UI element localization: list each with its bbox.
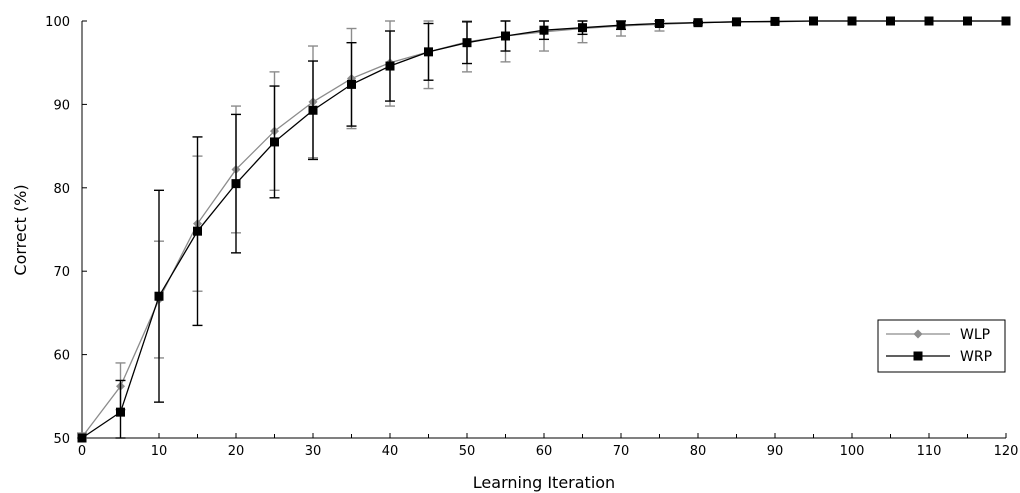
x-tick-label: 40	[382, 444, 399, 459]
data-point-wrp	[308, 105, 318, 115]
data-point-wrp	[231, 179, 241, 189]
data-point-wrp	[462, 38, 472, 48]
data-point-wrp	[501, 31, 510, 41]
series-layer	[77, 16, 1011, 443]
data-point-wrp	[347, 79, 356, 89]
data-point-wrp	[578, 23, 587, 33]
x-axis-title: Learning Iteration	[473, 473, 615, 492]
series-wlp	[77, 16, 1011, 442]
data-point-wrp	[732, 17, 741, 27]
legend-marker-wrp	[913, 351, 923, 361]
legend-marker-wlp	[913, 329, 923, 339]
x-tick-label: 20	[228, 444, 245, 459]
x-tick-label: 100	[840, 444, 865, 459]
data-point-wrp	[116, 407, 125, 417]
y-tick-label: 70	[53, 265, 70, 280]
x-tick-label: 90	[767, 444, 784, 459]
legend-entry-wrp: WRP	[886, 349, 992, 365]
data-point-wrp	[655, 19, 664, 29]
data-point-wrp	[385, 61, 395, 71]
x-tick-label: 80	[690, 444, 707, 459]
data-point-wrp	[424, 47, 433, 57]
data-point-wrp	[770, 16, 780, 26]
data-point-wrp	[847, 16, 857, 26]
data-point-wrp	[1001, 16, 1011, 26]
x-tick-label: 50	[459, 444, 476, 459]
x-tick-label: 60	[536, 444, 553, 459]
series-wrp	[77, 16, 1011, 443]
data-point-wrp	[539, 25, 549, 35]
y-axis-title: Correct (%)	[11, 184, 30, 275]
y-tick-label: 80	[53, 182, 70, 197]
plot-area: 0 10 20 30 40 50 60 70 80 90 100 110 120 50 60 70 80 90 1…	[45, 15, 1018, 459]
x-tick-label: 30	[305, 444, 322, 459]
data-point-wrp	[809, 16, 818, 26]
data-point-wrp	[77, 433, 87, 443]
data-point-wrp	[886, 16, 895, 26]
x-tick-label: 110	[917, 444, 942, 459]
y-tick-label: 90	[53, 98, 70, 113]
x-ticks: 0 10 20 30 40 50 60 70 80 90 100 110 120	[78, 433, 1019, 459]
data-point-wrp	[270, 137, 279, 147]
x-tick-label: 70	[613, 444, 630, 459]
data-point-wrp	[963, 16, 972, 26]
series-line-wlp	[81, 20, 1006, 438]
data-point-wrp	[154, 291, 164, 301]
legend-label-wlp: WLP	[960, 327, 990, 343]
x-tick-label: 120	[994, 444, 1019, 459]
x-tick-label: 10	[151, 444, 168, 459]
x-tick-label: 0	[78, 444, 86, 459]
y-tick-label: 100	[45, 15, 70, 30]
legend-entry-wlp: WLP	[886, 327, 990, 343]
data-point-wrp	[616, 20, 626, 30]
data-point-wrp	[924, 16, 934, 26]
series-line-wrp	[81, 20, 1006, 439]
data-point-wrp	[193, 226, 202, 236]
y-ticks: 50 60 70 80 90 100	[45, 15, 87, 447]
legend: WLP WRP	[877, 319, 1006, 373]
data-point-wrp	[693, 18, 703, 28]
y-tick-label: 50	[53, 432, 70, 447]
y-tick-label: 60	[53, 349, 70, 364]
legend-label-wrp: WRP	[960, 349, 992, 365]
legend-box	[877, 319, 1006, 373]
